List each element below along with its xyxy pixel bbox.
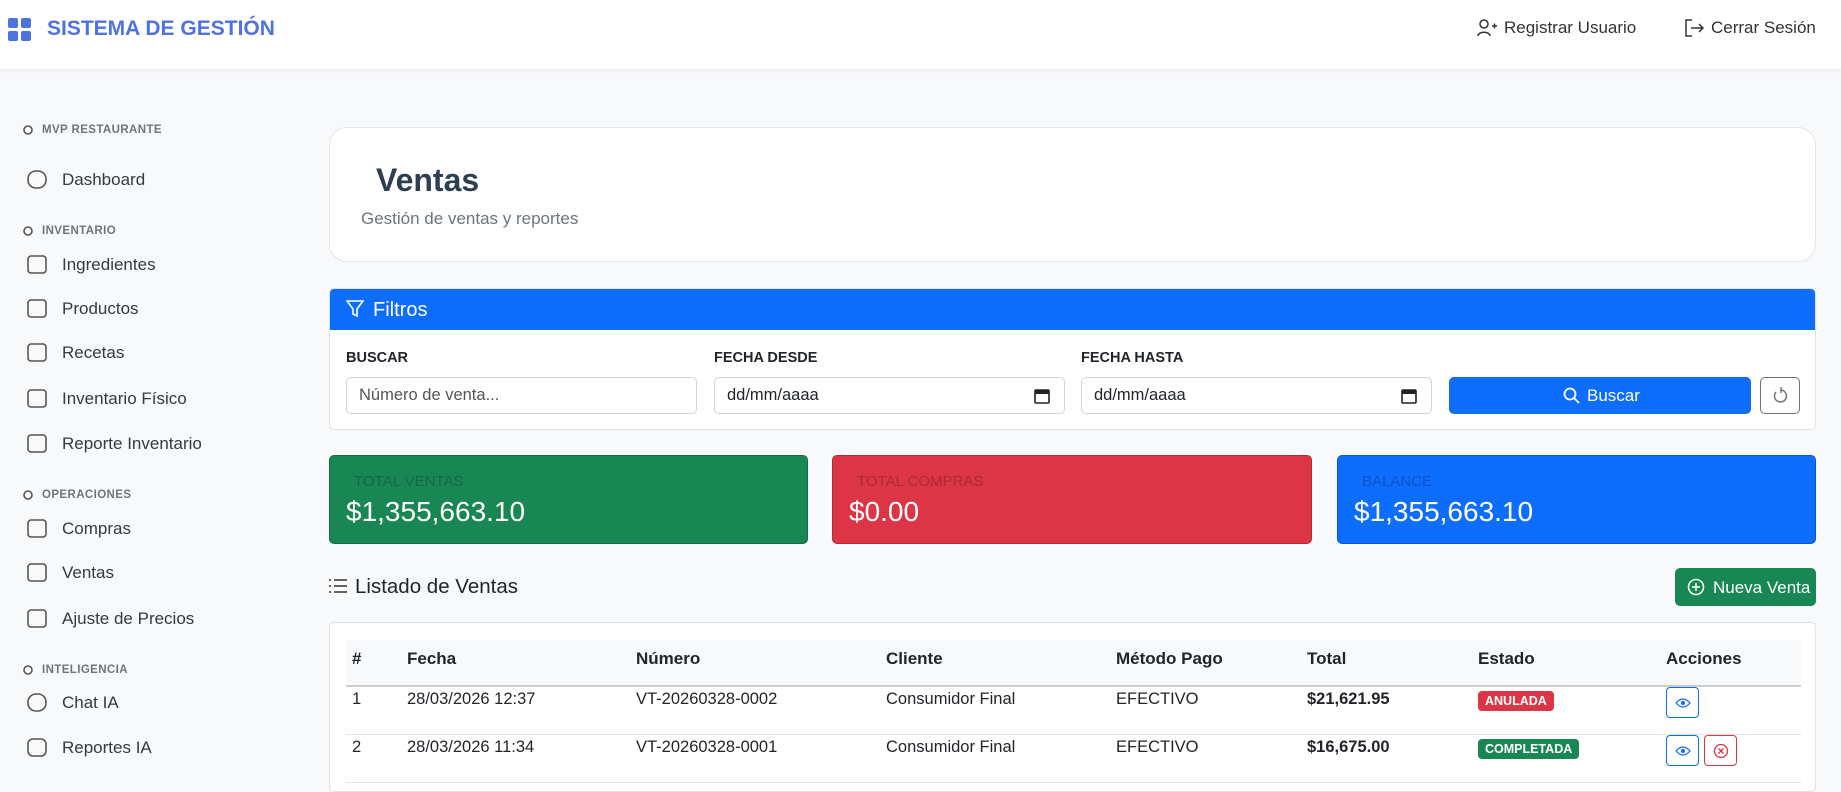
icon <box>1773 387 1788 403</box>
nav-item[interactable]: Inventario Físico <box>62 389 187 408</box>
icon <box>1713 743 1729 759</box>
column-header: Cliente <box>886 649 943 668</box>
nav-item[interactable]: Chat IA <box>62 693 119 712</box>
nav-item[interactable]: Ajuste de Precios <box>62 609 195 628</box>
stat-value: $1,355,663.10 <box>346 496 526 527</box>
status-badge: COMPLETADA <box>1478 739 1580 759</box>
list-title: Listado de Ventas <box>355 575 518 598</box>
nav-item[interactable]: Reportes IA <box>62 738 152 757</box>
icon <box>1675 698 1691 708</box>
top-bar: SISTEMA DE GESTIÓN Registrar Usuario Cer… <box>0 0 1841 69</box>
new-sale-label: Nueva Venta <box>1713 578 1811 597</box>
column-header: Método Pago <box>1116 649 1223 668</box>
new-sale-button[interactable]: Nueva Venta <box>1675 568 1816 606</box>
section-title: INVENTARIO <box>42 225 117 237</box>
column-header: Acciones <box>1666 649 1742 668</box>
stat-card: BALANCE $1,355,663.10 <box>1337 455 1816 544</box>
nav-item[interactable]: Ventas <box>62 563 114 582</box>
nav-item[interactable]: Ingredientes <box>62 255 156 274</box>
cell-total: $16,675.00 <box>1307 738 1390 756</box>
logo-icon <box>8 18 31 41</box>
icon <box>329 579 347 593</box>
field-label: FECHA HASTA <box>1081 350 1184 366</box>
search-input[interactable]: Número de venta... <box>346 377 697 414</box>
section-title: OPERACIONES <box>42 489 132 501</box>
logout[interactable]: Cerrar Sesión <box>1711 18 1816 37</box>
cell-total: $21,621.95 <box>1307 690 1390 708</box>
search-button[interactable]: Buscar <box>1449 377 1751 414</box>
row-divider <box>346 782 1801 783</box>
cell: 28/03/2026 11:34 <box>407 738 535 756</box>
cell: Consumidor Final <box>886 690 1016 708</box>
status-badge: ANULADA <box>1478 691 1554 711</box>
page-subtitle: Gestión de ventas y reportes <box>361 209 579 228</box>
column-header: # <box>352 649 362 668</box>
date-to[interactable]: dd/mm/aaaa <box>1081 377 1432 414</box>
section-title: INTELIGENCIA <box>42 664 128 676</box>
view-button[interactable] <box>1666 687 1699 718</box>
icon <box>1477 19 1497 37</box>
table-card <box>329 622 1816 792</box>
nav-item[interactable]: Reporte Inventario <box>62 434 202 453</box>
stat-card: TOTAL COMPRAS $0.00 <box>832 455 1312 544</box>
app-title: SISTEMA DE GESTIÓN <box>47 17 275 40</box>
register-user[interactable]: Registrar Usuario <box>1504 18 1637 37</box>
filters-header: Filtros <box>330 289 1815 330</box>
icon <box>1563 387 1580 404</box>
filters-card: Filtros BUSCAR FECHA DESDE FECHA HASTA N… <box>329 288 1816 430</box>
reset-button[interactable] <box>1760 377 1800 414</box>
icon <box>1687 578 1705 596</box>
stat-label: BALANCE <box>1362 473 1433 490</box>
stat-value: $0.00 <box>849 496 920 527</box>
cancel-button[interactable] <box>1704 735 1737 766</box>
cell: 1 <box>352 690 362 708</box>
page-header: Ventas Gestión de ventas y reportes <box>329 127 1816 262</box>
icon <box>346 300 364 318</box>
field-label: BUSCAR <box>346 350 409 366</box>
cell: 28/03/2026 12:37 <box>407 690 536 708</box>
row-divider <box>346 734 1801 735</box>
field-label: FECHA DESDE <box>714 350 818 366</box>
column-header: Fecha <box>407 649 457 668</box>
cell: VT-20260328-0001 <box>636 738 778 756</box>
nav-item[interactable]: Compras <box>62 519 131 538</box>
nav-item[interactable]: Recetas <box>62 343 125 362</box>
column-header: Estado <box>1478 649 1535 668</box>
nav-item[interactable]: Dashboard <box>62 170 146 189</box>
search-button-label: Buscar <box>1587 386 1640 405</box>
stat-value: $1,355,663.10 <box>1354 496 1534 527</box>
cell: 2 <box>352 738 362 756</box>
cell: VT-20260328-0002 <box>636 690 778 708</box>
stat-card: TOTAL VENTAS $1,355,663.10 <box>329 455 808 544</box>
cell: Consumidor Final <box>886 738 1016 756</box>
icon <box>1685 19 1704 37</box>
filters-title: Filtros <box>373 299 428 321</box>
icon <box>1401 389 1417 404</box>
cell: EFECTIVO <box>1116 690 1199 708</box>
nav-item[interactable]: Productos <box>62 299 139 318</box>
nav-icons <box>23 125 47 757</box>
date-from[interactable]: dd/mm/aaaa <box>714 377 1065 414</box>
section-title: MVP RESTAURANTE <box>42 124 162 136</box>
icon <box>1675 746 1691 756</box>
cell: EFECTIVO <box>1116 738 1199 756</box>
view-button[interactable] <box>1666 735 1699 766</box>
page-title: Ventas <box>376 162 480 198</box>
stat-label: TOTAL COMPRAS <box>857 473 984 490</box>
column-header: Número <box>636 649 701 668</box>
stat-label: TOTAL VENTAS <box>354 473 464 490</box>
icon <box>1034 389 1050 404</box>
table-header <box>346 640 1801 687</box>
column-header: Total <box>1307 649 1347 668</box>
